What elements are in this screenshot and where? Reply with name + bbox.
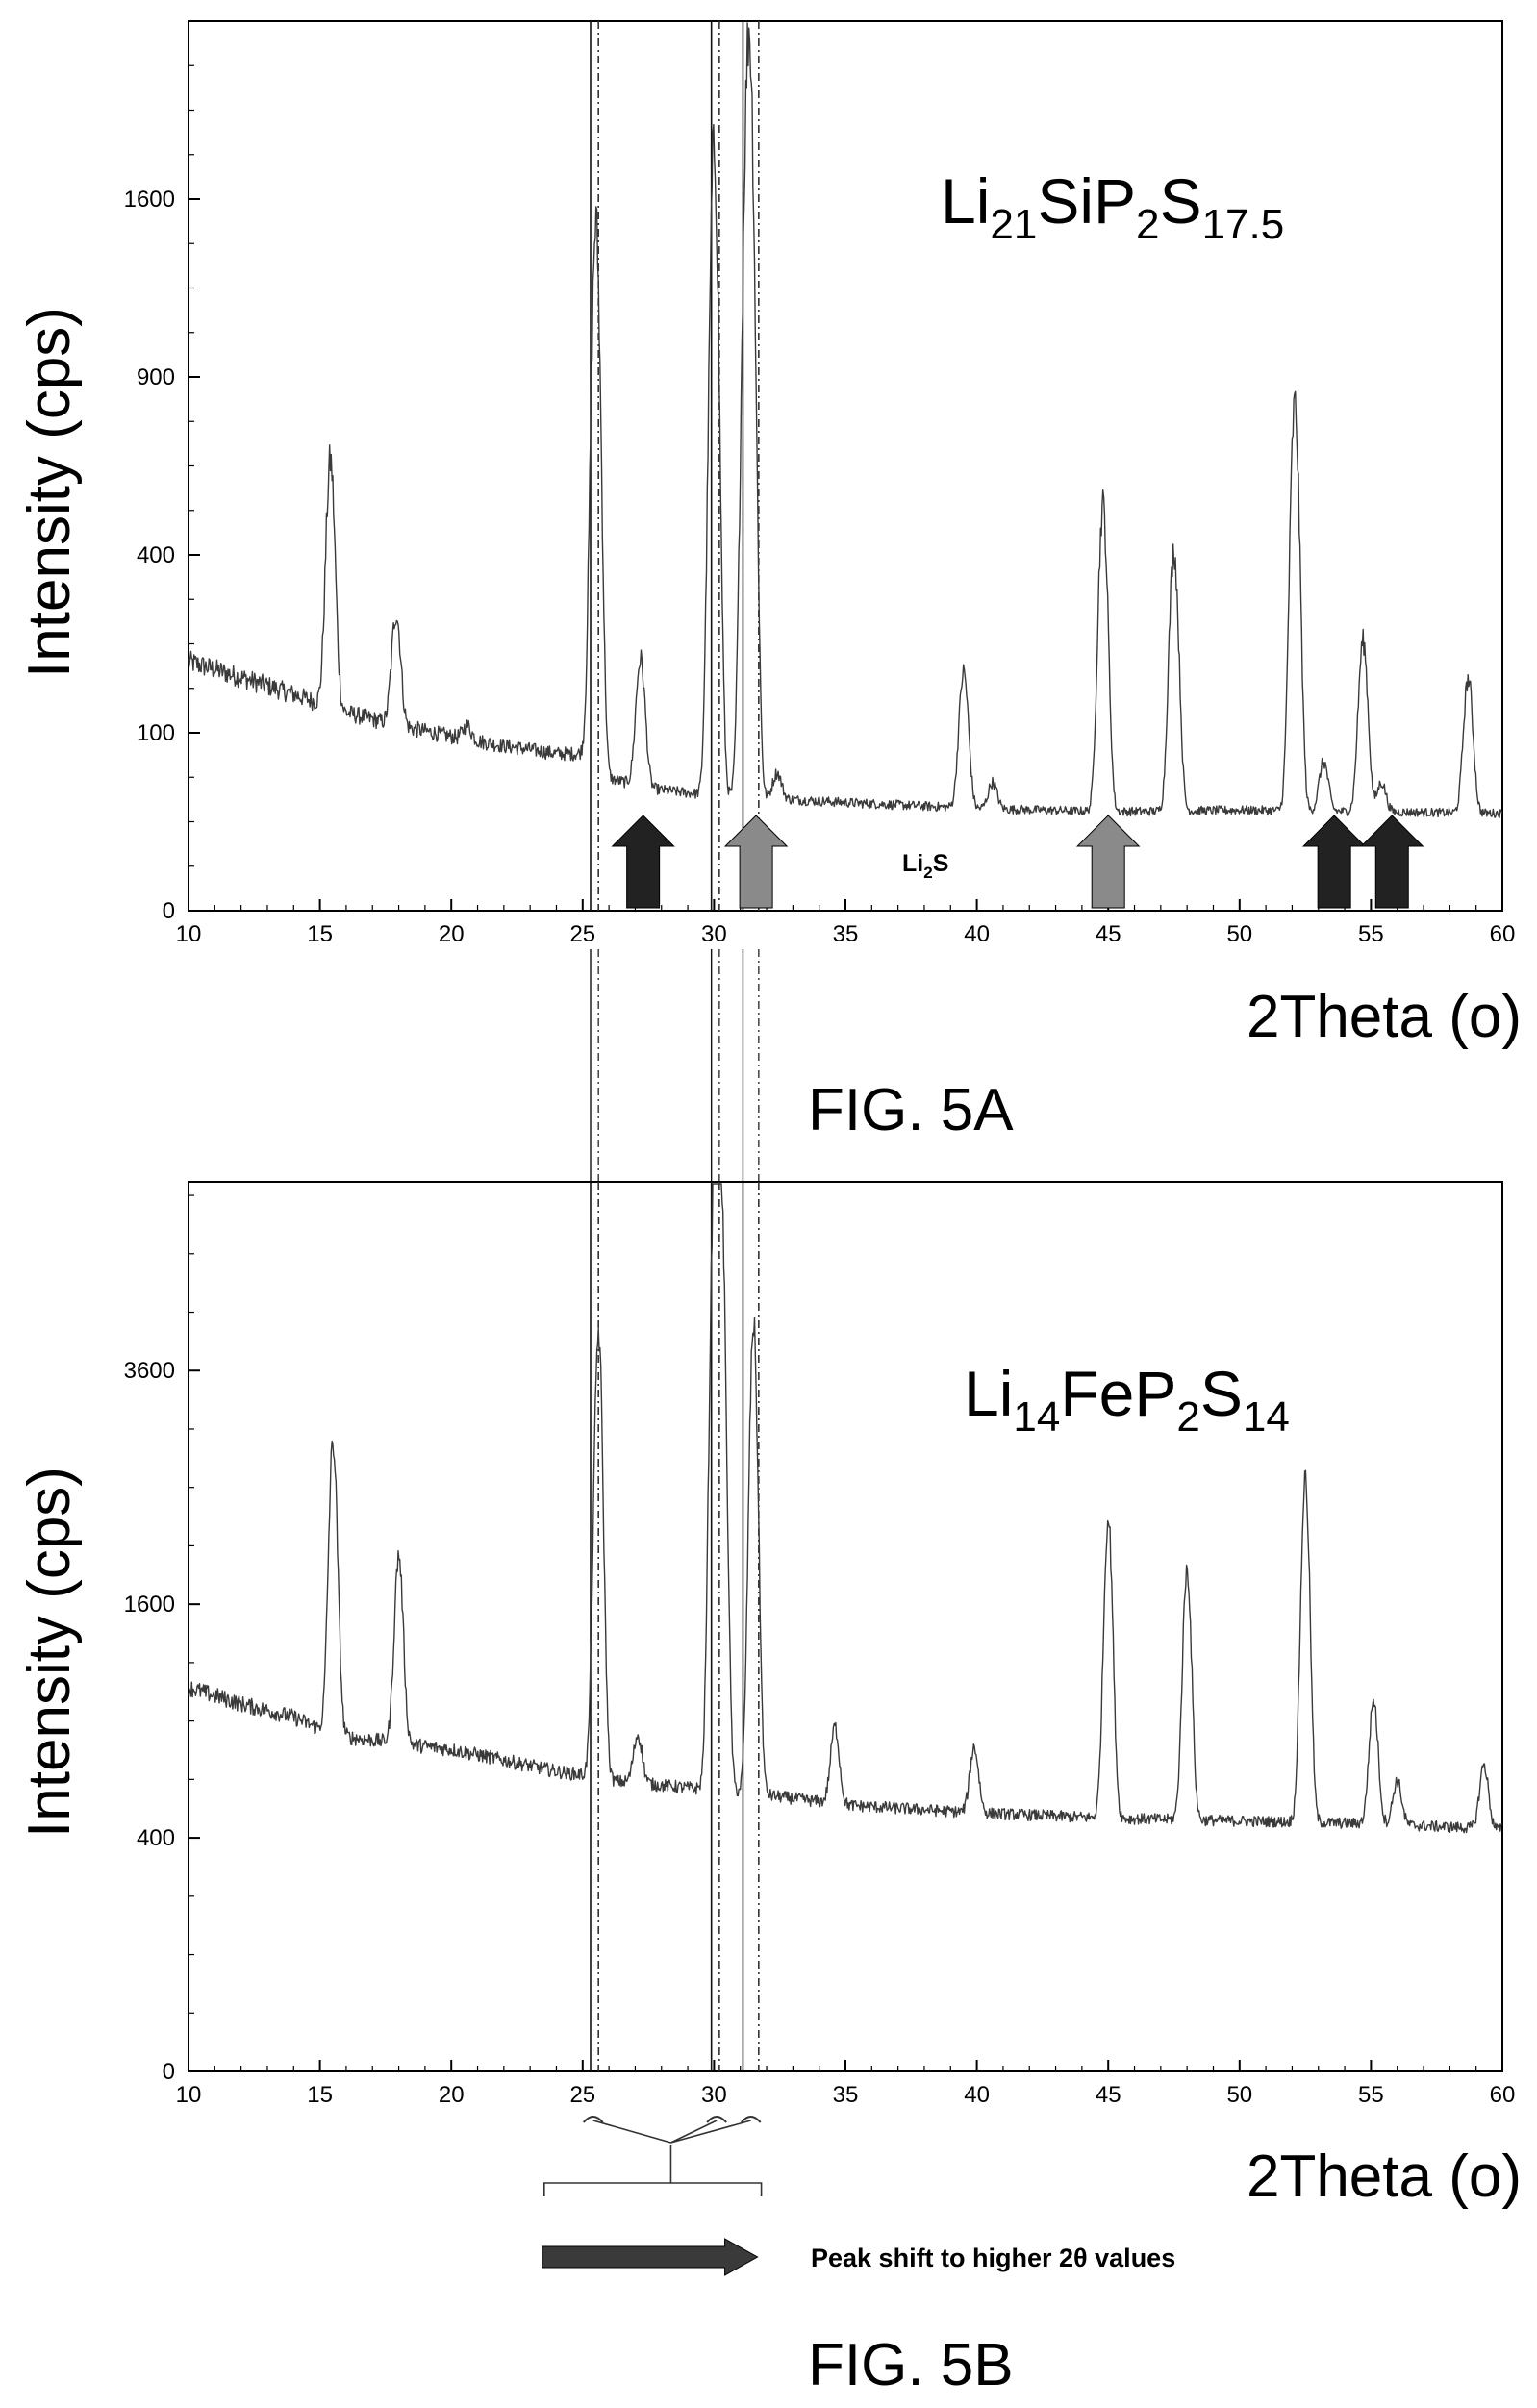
phase-label-base: Li: [902, 850, 923, 877]
x-tick-label-5a: 40: [964, 921, 990, 947]
y-tick-label-5b: 400: [137, 1825, 175, 1851]
x-tick-label-5b: 50: [1226, 2082, 1252, 2108]
formula-5a-sub3: 17.5: [1202, 201, 1285, 248]
x-axis-title-5a: 2Theta (o): [1247, 984, 1522, 1050]
x-tick-label-5b: 20: [439, 2082, 465, 2108]
formula-5b-sub3: 14: [1243, 1393, 1290, 1441]
y-tick-label-5a: 900: [137, 364, 175, 390]
diffraction-trace-5a: [188, 22, 1503, 818]
formula-5b-base3: S: [1200, 1358, 1243, 1429]
formula-5a-base2: SiP: [1037, 165, 1136, 237]
x-tick-label-5a: 30: [701, 921, 727, 947]
shift-pointer-line: [670, 2120, 718, 2144]
phase-label-tail: S: [933, 850, 949, 877]
pattern-5a: [188, 22, 1503, 818]
figure-caption-5b: FIG. 5B: [808, 2332, 1014, 2398]
y-tick-label-5b: 3600: [124, 1358, 175, 1384]
x-tick-label-5b: 15: [307, 2082, 333, 2108]
x-tick-label-5b: 30: [701, 2082, 727, 2108]
compound-formula-5b: Li14FeP2S14: [964, 1358, 1290, 1441]
axis-ticks-5b: 10 15 20 25 30 35 40 45 50 55 60 0 400 1600 3600: [124, 1194, 1516, 2108]
shift-peak-brace: [582, 2116, 604, 2123]
formula-5b-sub1: 14: [1013, 1393, 1060, 1441]
y-tick-label-5a: 100: [137, 720, 175, 746]
formula-5b-base2: FeP: [1060, 1358, 1176, 1429]
x-tick-label-5b: 40: [964, 2082, 990, 2108]
x-tick-label-5a: 35: [833, 921, 859, 947]
phase-arrow: [1075, 815, 1141, 909]
x-tick-label-5a: 20: [439, 921, 465, 947]
x-tick-label-5a: 55: [1358, 921, 1384, 947]
phase-arrow: [723, 815, 789, 909]
x-tick-label-5b: 35: [833, 2082, 859, 2108]
y-axis-title-5a: Intensity (cps): [16, 307, 83, 678]
formula-5a-base1: Li: [941, 165, 990, 237]
y-axis-title-5b: Intensity (cps): [16, 1467, 83, 1838]
phase-label-li2s: Li2S: [902, 850, 948, 882]
formula-5b-sub2: 2: [1176, 1393, 1199, 1441]
plot-frame-5b: [188, 1181, 1503, 2072]
phase-arrow: [1301, 815, 1367, 909]
x-tick-label-5a: 25: [569, 921, 595, 947]
x-tick-label-5a: 60: [1490, 921, 1516, 947]
x-tick-label-5a: 15: [307, 921, 333, 947]
x-tick-label-5b: 60: [1490, 2082, 1516, 2108]
y-tick-label-5b: 1600: [124, 1592, 175, 1618]
y-tick-label-5b: 0: [163, 2059, 175, 2085]
formula-5a-sub1: 21: [990, 201, 1037, 248]
peak-shift-text: Peak shift to higher 2θ values: [811, 2244, 1175, 2272]
phase-arrow: [1360, 815, 1424, 909]
shift-pointer-line: [592, 2120, 671, 2144]
shift-peak-brace: [706, 2116, 727, 2123]
x-axis-title-5b: 2Theta (o): [1247, 2144, 1522, 2210]
x-tick-label-5b: 45: [1096, 2082, 1121, 2108]
x-tick-label-5a: 45: [1096, 921, 1121, 947]
figure-caption-5a: FIG. 5A: [808, 1077, 1014, 1143]
phase-arrows-5a: [611, 815, 1424, 909]
x-tick-label-5b: 25: [569, 2082, 595, 2108]
shift-direction-arrow: [542, 2238, 759, 2276]
y-tick-label-5a: 0: [163, 898, 175, 924]
phase-arrow: [611, 815, 675, 909]
shift-pointer-line: [670, 2120, 751, 2144]
formula-5b-base1: Li: [964, 1358, 1013, 1429]
diffraction-trace-5b: [188, 1183, 1502, 1834]
formula-5a-sub2: 2: [1136, 201, 1159, 248]
reference-lines-5a: [590, 21, 760, 911]
x-tick-label-5a: 50: [1226, 921, 1252, 947]
y-tick-label-5a: 400: [137, 542, 175, 568]
peak-shift-annotation: [542, 2116, 763, 2276]
x-tick-label-5b: 10: [176, 2082, 202, 2108]
panel-connector-lines: [590, 949, 760, 1182]
formula-5a-base3: S: [1160, 165, 1202, 237]
x-tick-label-5a: 10: [176, 921, 202, 947]
shift-bracket: [543, 2182, 763, 2196]
pattern-5b: [188, 1183, 1502, 1834]
compound-formula-5a: Li21SiP2S17.5: [941, 165, 1284, 248]
y-tick-label-5a: 1600: [124, 187, 175, 213]
reference-lines-5b: [590, 1182, 760, 2071]
shift-peak-brace: [740, 2116, 762, 2123]
axis-ticks-5a: 10 15 20 25 30 35 40 45 50 55 60 0 100 400 900 1600: [124, 64, 1516, 947]
phase-label-sub: 2: [923, 864, 932, 882]
x-tick-label-5b: 55: [1358, 2082, 1384, 2108]
